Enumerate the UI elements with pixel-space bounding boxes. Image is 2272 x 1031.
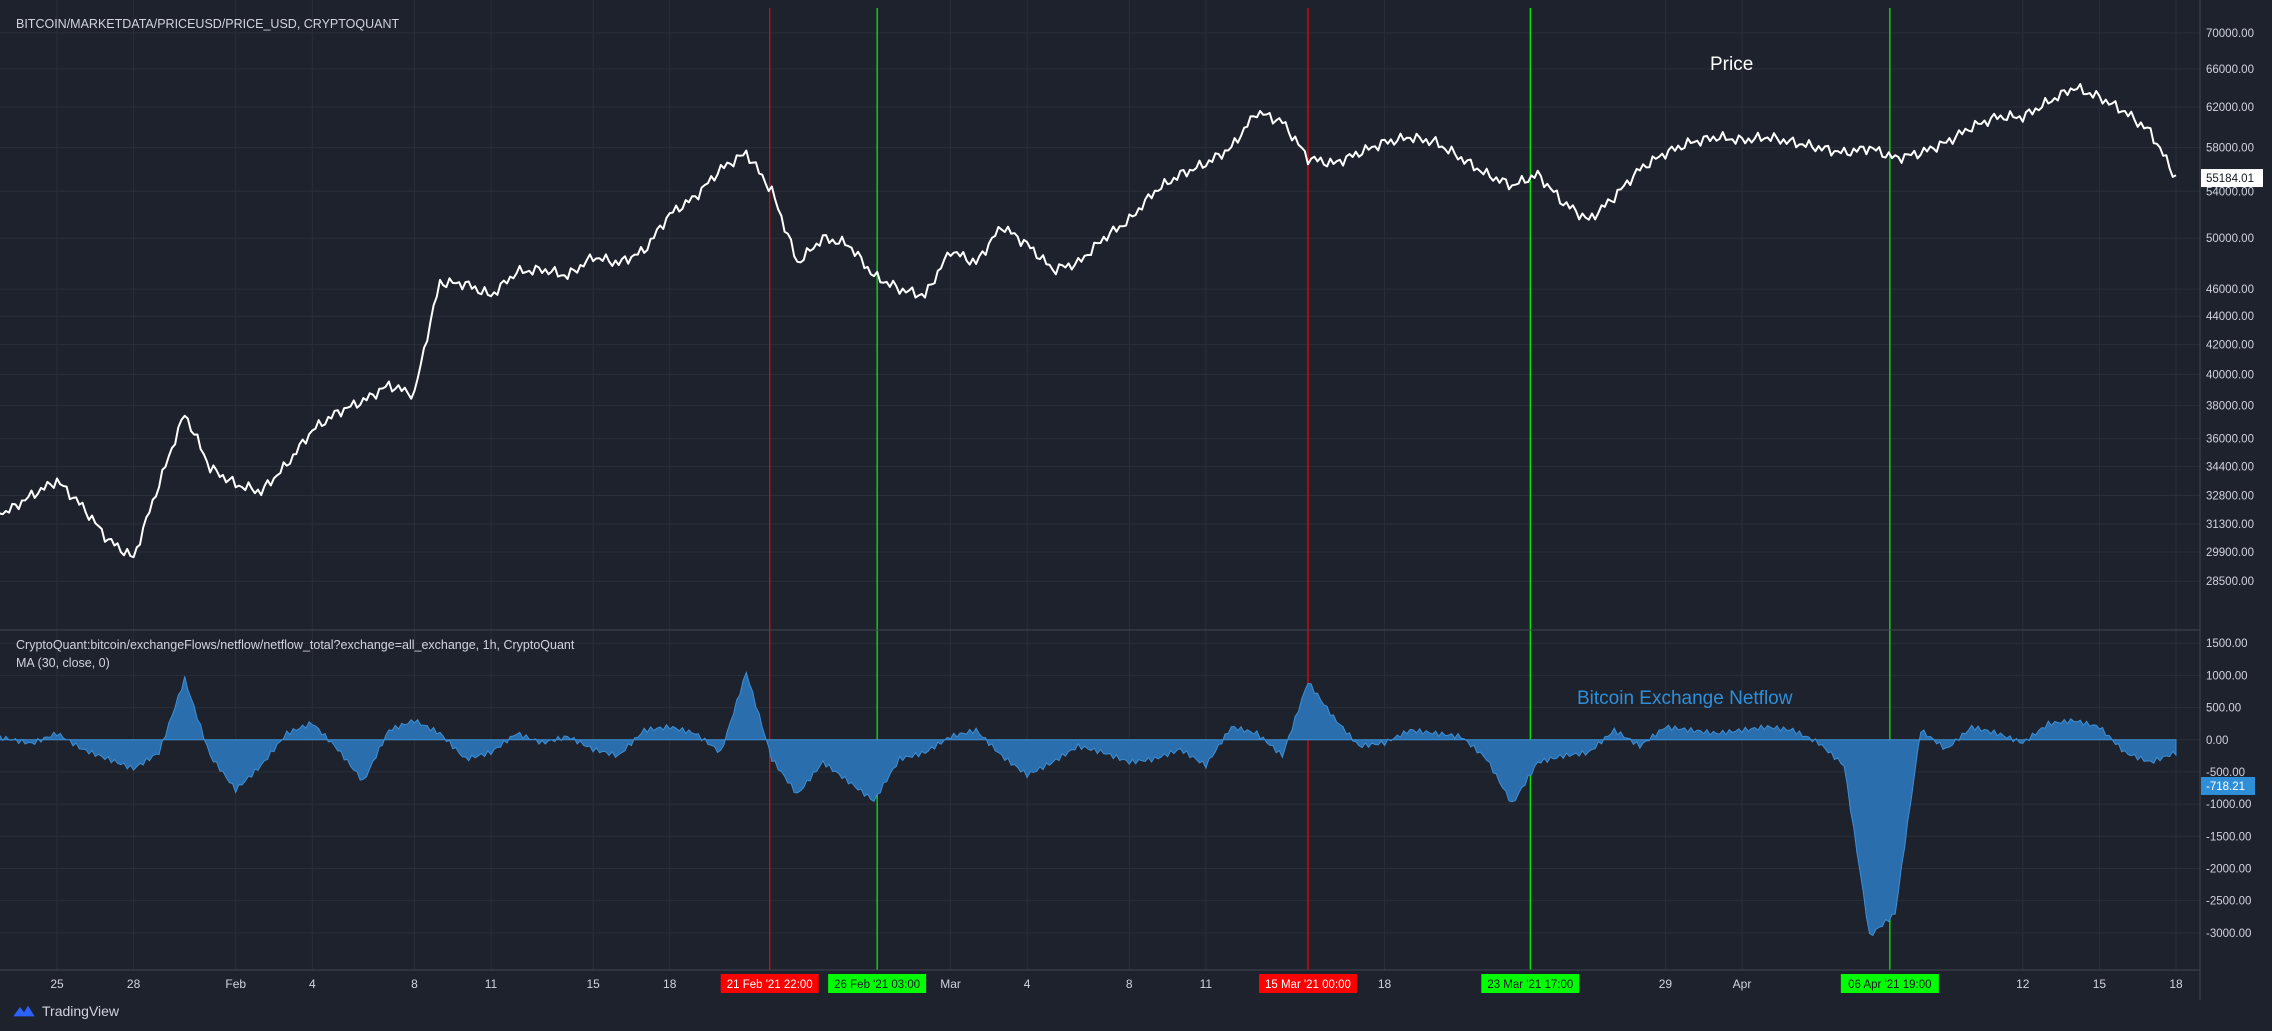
event-label-text: 26 Feb '21 03:00: [834, 979, 920, 991]
price-tick-label: 66000.00: [2206, 64, 2254, 76]
event-date-labels: 21 Feb '21 22:00 26 Feb '21 03:00 15 Mar '…: [720, 974, 1939, 993]
price-tick-label: 50000.00: [2206, 233, 2254, 245]
netflow-area[interactable]: [0, 671, 2177, 937]
price-tick-label: 28500.00: [2206, 576, 2254, 588]
netflow-tick-label: -2500.00: [2206, 896, 2251, 908]
price-pane-title: Price: [1710, 54, 1754, 75]
price-tick-label: 34400.00: [2206, 461, 2254, 473]
price-tick-label: 44000.00: [2206, 311, 2254, 323]
event-label-box: [720, 974, 819, 993]
price-tick-label: 70000.00: [2206, 28, 2254, 40]
time-tick-label: Apr: [1733, 977, 1752, 991]
netflow-tick-label: 1000.00: [2206, 670, 2248, 682]
event-label-box: [1840, 974, 1939, 993]
time-tick-label: 25: [50, 977, 64, 991]
time-tick-label: 11: [1200, 977, 1213, 991]
time-tick-label: 8: [411, 977, 418, 991]
price-tick-label: 54000.00: [2206, 186, 2254, 198]
netflow-source-label: CryptoQuant:bitcoin/exchangeFlows/netflo…: [16, 638, 575, 652]
tradingview-branding[interactable]: TradingView: [12, 1003, 119, 1019]
price-line[interactable]: [0, 83, 2177, 559]
event-lines: [769, 8, 1891, 970]
netflow-axis[interactable]: 1500.00 1000.00 500.00 0.00 -500.00 -1000.00 -…: [2206, 638, 2251, 940]
price-tick-label: 31300.00: [2206, 519, 2254, 531]
event-label-text: 15 Mar '21 00:00: [1265, 979, 1351, 991]
netflow-tick-label: -500.00: [2206, 767, 2245, 779]
price-tick-label: 42000.00: [2206, 340, 2254, 352]
time-tick-label: Feb: [225, 977, 246, 991]
time-tick-label: 29: [1659, 977, 1673, 991]
grid: [0, 0, 2200, 970]
price-pane[interactable]: [0, 83, 2177, 559]
time-tick-label: 11: [485, 977, 498, 991]
netflow-pane-title: Bitcoin Exchange Netflow: [1577, 688, 1793, 709]
netflow-last-value-text: -718.21: [2206, 781, 2245, 793]
time-tick-label: 8: [1126, 977, 1133, 991]
netflow-tick-label: -1500.00: [2206, 831, 2251, 843]
event-label-box: [1258, 974, 1357, 993]
time-tick-label: 4: [1024, 977, 1031, 991]
price-axis[interactable]: 70000.00 66000.00 62000.00 58000.00 54000.00…: [2206, 28, 2254, 588]
netflow-last-value-marker: [2201, 776, 2255, 795]
last-value-markers: 55184.01 -718.21: [2201, 169, 2263, 795]
netflow-indicator-label: MA (30, close, 0): [16, 656, 110, 670]
price-last-value-text: 55184.01: [2206, 173, 2254, 185]
time-tick-label: 15: [2093, 977, 2107, 991]
netflow-tick-label: 1500.00: [2206, 638, 2248, 650]
branding-text: TradingView: [42, 1003, 120, 1019]
price-tick-label: 29900.00: [2206, 547, 2254, 559]
price-last-value-marker: [2201, 169, 2263, 188]
netflow-tick-label: -1000.00: [2206, 799, 2251, 811]
price-tick-label: 62000.00: [2206, 102, 2254, 114]
price-tick-label: 32800.00: [2206, 490, 2254, 502]
event-label-text: 21 Feb '21 22:00: [727, 979, 813, 991]
time-tick-label: 18: [663, 977, 677, 991]
netflow-tick-label: -3000.00: [2206, 928, 2251, 940]
price-tick-label: 58000.00: [2206, 143, 2254, 155]
price-source-label: BITCOIN/MARKETDATA/PRICEUSD/PRICE_USD, C…: [16, 17, 400, 31]
time-tick-label: 12: [2016, 977, 2030, 991]
netflow-pane[interactable]: [0, 671, 2177, 937]
time-tick-label: 18: [2169, 977, 2183, 991]
time-tick-label: 15: [586, 977, 600, 991]
event-label-text: 23 Mar '21 17:00: [1487, 979, 1573, 991]
event-label-text: 06 Apr '21 19:00: [1848, 979, 1931, 991]
price-tick-label: 46000.00: [2206, 284, 2254, 296]
event-label-box: [828, 974, 927, 993]
price-tick-label: 38000.00: [2206, 401, 2254, 413]
netflow-tick-label: -2000.00: [2206, 863, 2251, 875]
event-label-box: [1481, 974, 1580, 993]
price-tick-label: 40000.00: [2206, 369, 2254, 381]
time-tick-label: 28: [127, 977, 141, 991]
netflow-tick-label: 500.00: [2206, 703, 2241, 715]
netflow-tick-label: 0.00: [2206, 735, 2228, 747]
price-tick-label: 36000.00: [2206, 434, 2254, 446]
time-tick-label: 4: [309, 977, 316, 991]
time-axis[interactable]: 25 28 Feb 4 8 11 15 18 Mar 4 8 11 18 29 Apr 12 15 18: [50, 977, 2183, 991]
time-tick-label: Mar: [940, 977, 961, 991]
tradingview-logo-icon: [13, 1005, 35, 1017]
time-tick-label: 18: [1378, 977, 1392, 991]
